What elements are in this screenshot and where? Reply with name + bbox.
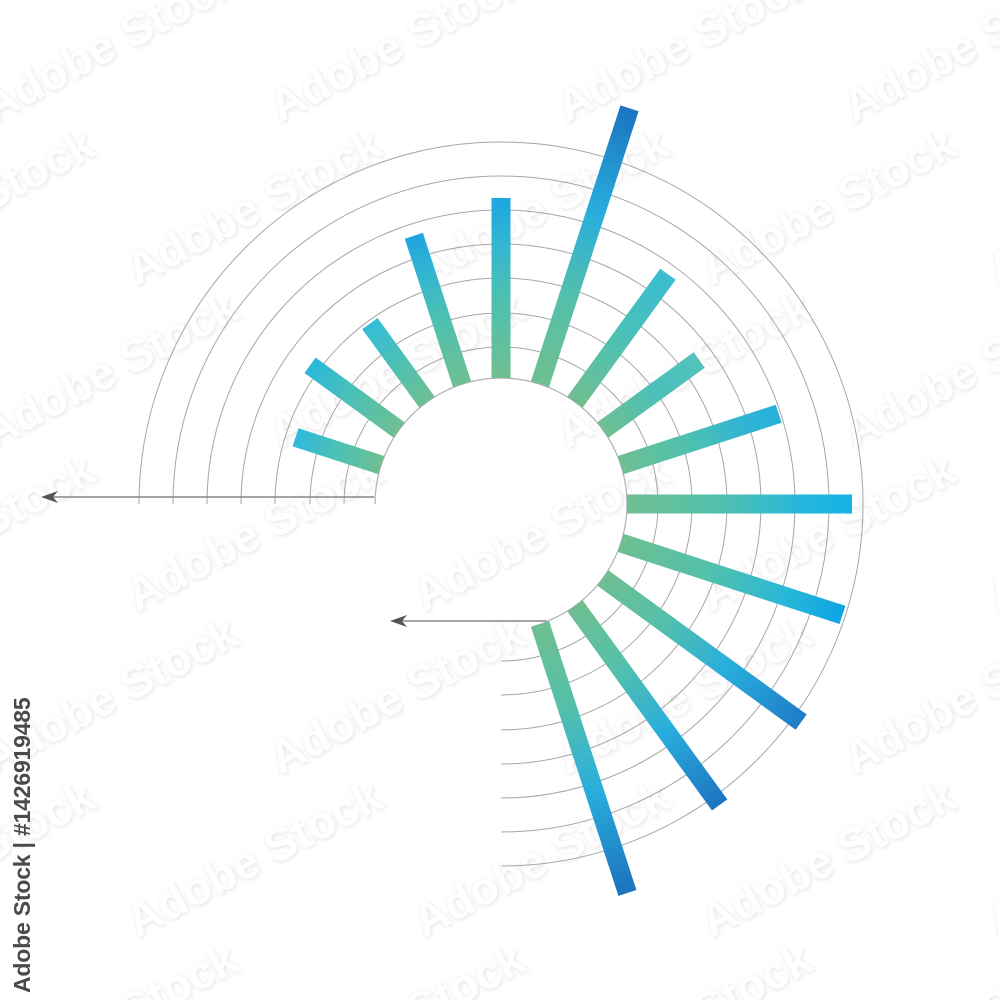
radial-bar-162 <box>292 428 385 475</box>
watermark-tile: Adobe Stock <box>260 932 533 1000</box>
axis-arrow-upper <box>41 491 374 503</box>
watermark-tile: Adobe Stock <box>0 932 246 1000</box>
watermark-tile: Adobe Stock <box>260 0 533 132</box>
watermark-tile: Adobe Stock <box>547 932 820 1000</box>
watermark-id-label: Adobe Stock | #1426919485 <box>9 697 35 994</box>
watermark-tile: Adobe Stock <box>834 932 1000 1000</box>
watermark-tile: Adobe Stock <box>404 117 677 295</box>
watermark-tile: Adobe Stock <box>0 0 246 132</box>
watermark-tile: Adobe Stock <box>117 769 390 947</box>
watermark-tile: Adobe Stock <box>117 117 390 295</box>
grid-arc <box>309 312 693 696</box>
axis-arrow-lower <box>390 615 547 627</box>
watermark-tile: Adobe Stock <box>0 443 103 621</box>
watermark-tile: Adobe Stock <box>834 0 1000 132</box>
radial-bar-18 <box>617 404 782 475</box>
radial-bar--18 <box>617 533 846 624</box>
radial-bars <box>292 105 852 896</box>
watermark-tile: Adobe Stock <box>547 0 820 132</box>
axis-arrowhead <box>41 491 58 503</box>
watermark-tile: Adobe Stock <box>978 769 1000 947</box>
watermark-tile: Adobe Stock <box>834 606 1000 784</box>
inner-circle-arc <box>374 377 628 622</box>
grid-arc <box>343 346 659 662</box>
radial-bar-90 <box>491 198 511 378</box>
radial-bar-144 <box>304 357 405 438</box>
radial-bar--36 <box>597 570 807 730</box>
watermark-tile: Adobe Stock <box>260 606 533 784</box>
watermark-tile: Adobe Stock <box>978 117 1000 295</box>
watermark-tile: Adobe Stock <box>691 117 964 295</box>
radial-bar-126 <box>362 318 435 408</box>
radial-bar--54 <box>567 600 728 811</box>
watermark-tile: Adobe Stock <box>834 280 1000 458</box>
grid-arc <box>172 175 830 833</box>
radial-bar--72 <box>530 620 637 896</box>
radial-bar-54 <box>567 268 676 408</box>
watermark-tile: Adobe Stock <box>0 606 246 784</box>
grid-arc <box>274 277 728 731</box>
watermark-tile: Adobe Stock <box>0 280 246 458</box>
watermark-tile: Adobe Stock <box>691 769 964 947</box>
watermark-tile: Adobe Stock <box>0 117 103 295</box>
grid-arcs <box>138 141 864 867</box>
watermark-tile: Adobe Stock <box>117 443 390 621</box>
grid-arc <box>240 243 762 765</box>
radial-bar-0 <box>627 494 852 514</box>
axis-arrowhead <box>390 615 407 627</box>
radial-bar-108 <box>404 232 472 388</box>
radial-bar-72 <box>530 105 639 388</box>
radial-bar-36 <box>597 352 705 438</box>
watermark-tile: Adobe Stock <box>978 443 1000 621</box>
grid-arc <box>138 141 864 867</box>
grid-arc <box>206 209 796 799</box>
